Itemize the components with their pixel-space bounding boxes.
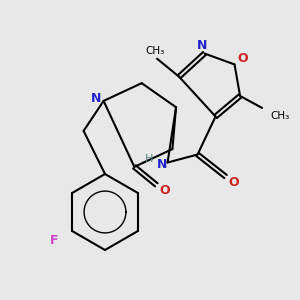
Text: CH₃: CH₃ [146,46,165,56]
Text: N: N [90,92,101,105]
Text: O: O [237,52,248,65]
Text: N: N [197,39,208,52]
Text: N: N [158,158,168,171]
Text: O: O [159,184,170,197]
Text: O: O [228,176,239,189]
Text: CH₃: CH₃ [270,111,289,121]
Text: H: H [146,154,154,164]
Text: F: F [50,233,59,247]
